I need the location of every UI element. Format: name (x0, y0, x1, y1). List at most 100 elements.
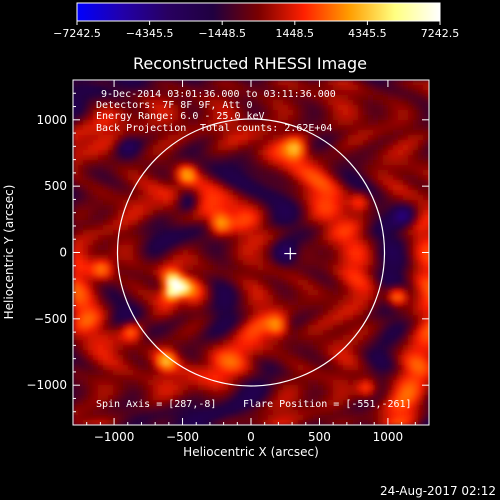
heatmap-cell (283, 90, 289, 96)
heatmap-cell (393, 150, 399, 156)
heatmap-cell (168, 350, 174, 356)
heatmap-cell (423, 345, 429, 351)
heatmap-cell (188, 175, 194, 181)
heatmap-cell (323, 420, 329, 425)
heatmap-cell (398, 265, 404, 271)
heatmap-cell (238, 255, 244, 261)
heatmap-cell (178, 420, 184, 425)
heatmap-cell (238, 125, 244, 131)
heatmap-cell (223, 420, 229, 425)
heatmap-cell (103, 365, 109, 371)
heatmap-cell (368, 300, 374, 306)
heatmap-cell (228, 200, 234, 206)
heatmap-cell (338, 405, 344, 411)
heatmap-cell (353, 245, 359, 251)
heatmap-cell (203, 300, 209, 306)
heatmap-cell (98, 365, 104, 371)
heatmap-cell (393, 400, 399, 406)
heatmap-cell (278, 345, 284, 351)
heatmap-cell (268, 320, 274, 326)
heatmap-cell (213, 330, 219, 336)
heatmap-cell (388, 240, 394, 246)
heatmap-cell (208, 320, 214, 326)
heatmap-cell (203, 240, 209, 246)
heatmap-cell (338, 125, 344, 131)
heatmap-cell (378, 190, 384, 196)
heatmap-cell (318, 200, 324, 206)
heatmap-cell (118, 115, 124, 121)
heatmap-cell (313, 125, 319, 131)
heatmap-cell (268, 130, 274, 136)
heatmap-cell (133, 165, 139, 171)
heatmap-cell (73, 200, 79, 206)
heatmap-cell (363, 300, 369, 306)
heatmap-cell (88, 345, 94, 351)
heatmap-cell (173, 270, 179, 276)
heatmap-cell (73, 305, 79, 311)
heatmap-cell (258, 150, 264, 156)
heatmap-cell (283, 210, 289, 216)
heatmap-cell (333, 195, 339, 201)
heatmap-cell (238, 100, 244, 106)
heatmap-cell (318, 255, 324, 261)
heatmap-cell (183, 235, 189, 241)
heatmap-cell (378, 235, 384, 241)
heatmap-cell (278, 145, 284, 151)
heatmap-cell (123, 405, 129, 411)
heatmap-cell (323, 130, 329, 136)
heatmap-cell (413, 250, 419, 256)
heatmap-cell (318, 100, 324, 106)
heatmap-cell (268, 300, 274, 306)
heatmap-cell (218, 200, 224, 206)
heatmap-cell (213, 305, 219, 311)
heatmap-cell (198, 420, 204, 425)
heatmap-cell (263, 195, 269, 201)
heatmap-cell (353, 280, 359, 286)
heatmap-cell (398, 330, 404, 336)
heatmap-cell (93, 165, 99, 171)
heatmap-cell (113, 225, 119, 231)
heatmap-cell (238, 275, 244, 281)
heatmap-cell (308, 235, 314, 241)
heatmap-cell (88, 315, 94, 321)
heatmap-cell (303, 155, 309, 161)
heatmap-cell (303, 240, 309, 246)
heatmap-cell (208, 310, 214, 316)
heatmap-cell (83, 265, 89, 271)
heatmap-cell (333, 160, 339, 166)
heatmap-cell (133, 205, 139, 211)
heatmap-cell (423, 140, 429, 146)
heatmap-cell (198, 90, 204, 96)
heatmap-cell (238, 375, 244, 381)
heatmap-cell (128, 150, 134, 156)
heatmap-cell (198, 155, 204, 161)
heatmap-cell (253, 180, 259, 186)
heatmap-cell (373, 105, 379, 111)
heatmap-cell (303, 255, 309, 261)
heatmap-cell (273, 420, 279, 425)
heatmap-cell (248, 410, 254, 416)
heatmap-cell (373, 145, 379, 151)
heatmap-cell (158, 350, 164, 356)
heatmap-cell (358, 175, 364, 181)
heatmap-cell (313, 405, 319, 411)
heatmap-cell (378, 160, 384, 166)
heatmap-cell (323, 265, 329, 271)
heatmap-cell (258, 395, 264, 401)
heatmap-cell (243, 145, 249, 151)
heatmap-cell (168, 195, 174, 201)
heatmap-cell (123, 415, 129, 421)
heatmap-cell (418, 155, 424, 161)
heatmap-cell (248, 285, 254, 291)
heatmap-cell (423, 200, 429, 206)
heatmap-cell (353, 305, 359, 311)
heatmap-cell (143, 355, 149, 361)
heatmap-cell (93, 240, 99, 246)
heatmap-cell (333, 205, 339, 211)
heatmap-cell (133, 280, 139, 286)
heatmap-cell (313, 395, 319, 401)
heatmap-cell (418, 410, 424, 416)
heatmap-cell (268, 175, 274, 181)
heatmap-cell (323, 365, 329, 371)
heatmap-cell (333, 270, 339, 276)
